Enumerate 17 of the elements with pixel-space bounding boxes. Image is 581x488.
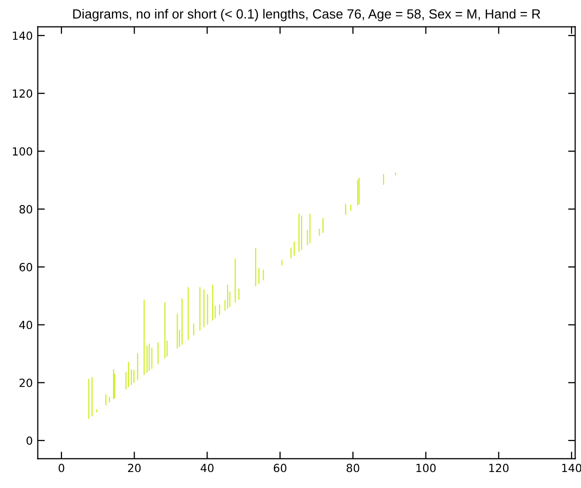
x-tick-label: 100 — [416, 464, 436, 472]
x-tick-label: 120 — [489, 464, 509, 472]
x-tick-label: 80 — [346, 464, 360, 472]
y-tick-label: 60 — [20, 262, 32, 272]
x-tick-label: 20 — [128, 464, 141, 472]
chart-title: Diagrams, no inf or short (< 0.1) lengths, Case 76, Age = 58, Sex = M, Hand = R — [73, 8, 540, 22]
y-tick-label: 0 — [26, 436, 32, 445]
x-tick-label: 140 — [562, 464, 581, 472]
y-tick-label: 100 — [12, 147, 32, 156]
y-tick-label: 20 — [20, 378, 32, 388]
y-tick-label: 40 — [19, 320, 32, 330]
x-tick-label: 40 — [200, 464, 214, 472]
y-tick-label: 80 — [20, 205, 32, 214]
x-tick-label: 0 — [58, 464, 64, 472]
y-tick-label: 120 — [12, 89, 32, 98]
x-tick-label: 60 — [274, 464, 286, 472]
y-tick-label: 140 — [12, 31, 32, 40]
